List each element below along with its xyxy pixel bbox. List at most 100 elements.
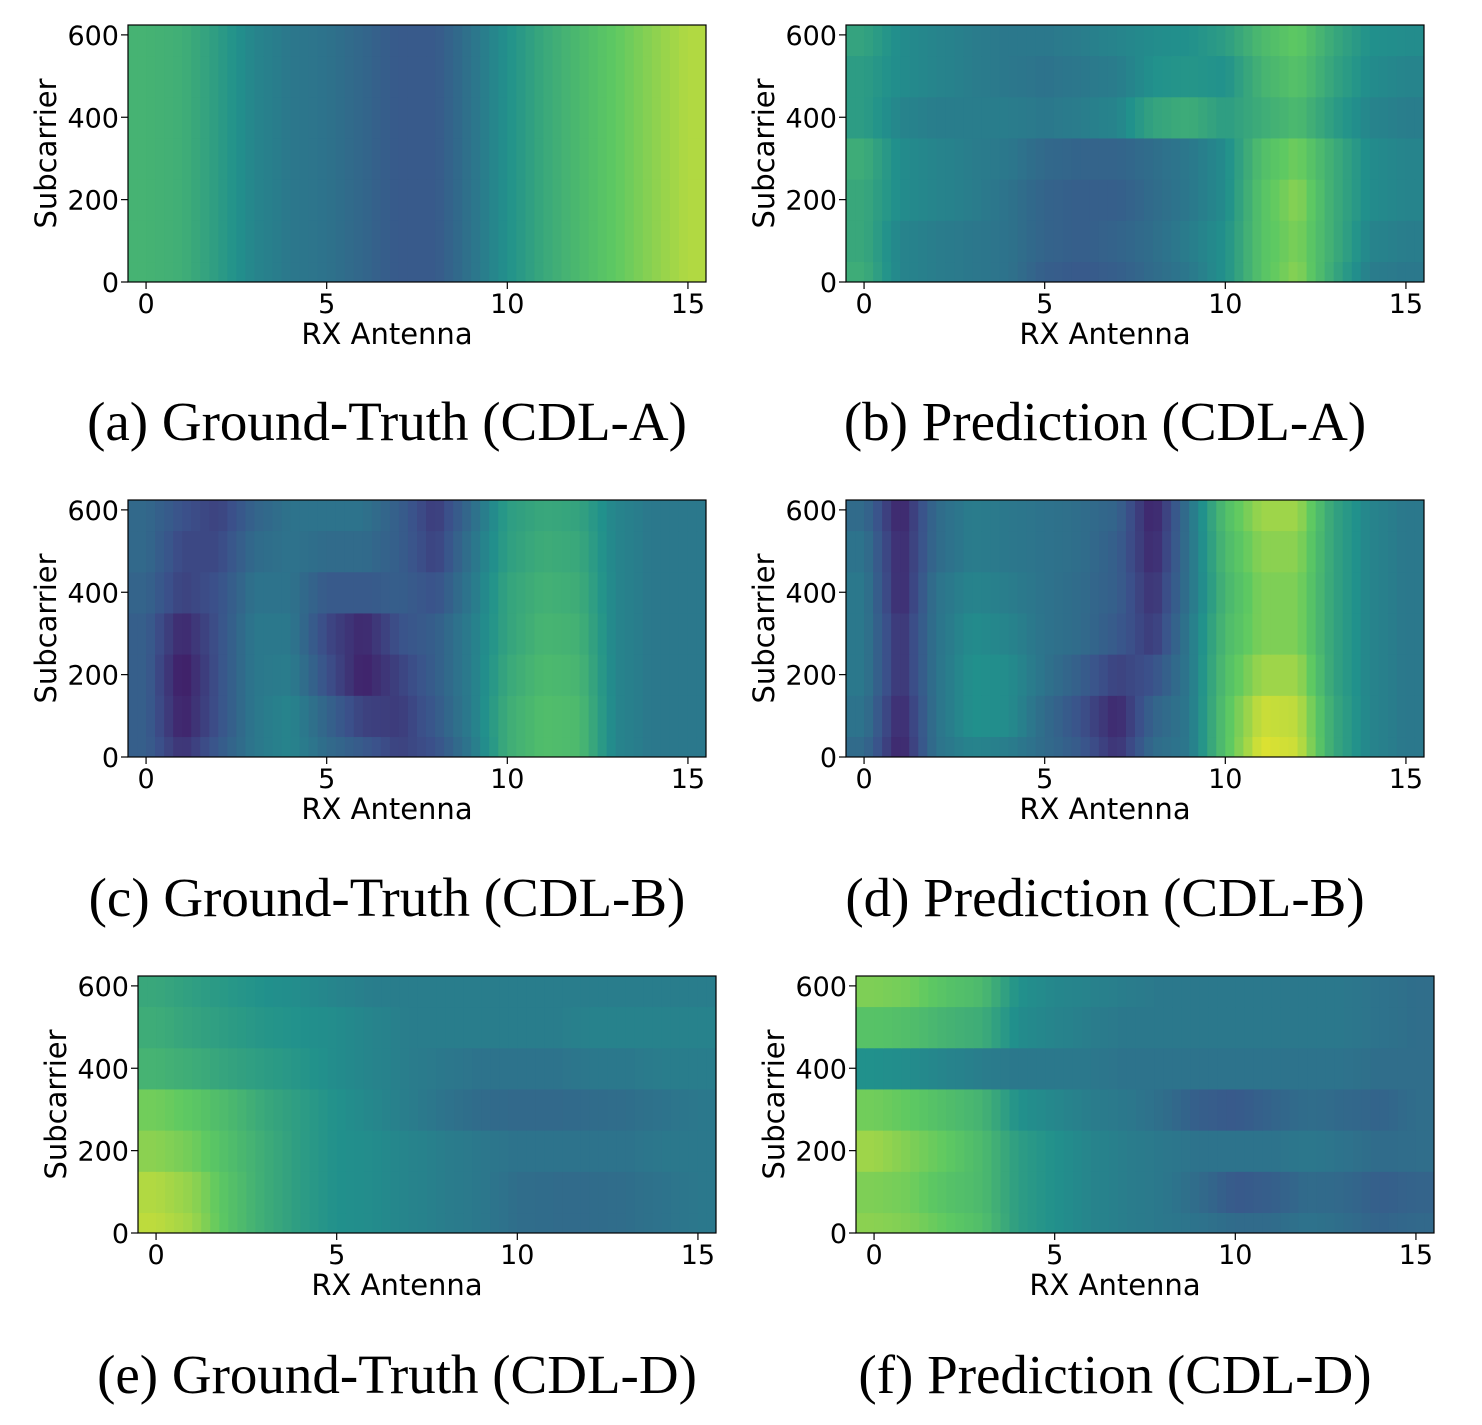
heatmap-cell <box>1199 1047 1209 1090</box>
heatmap-cell <box>1405 530 1416 573</box>
heatmap-cell <box>1180 137 1190 180</box>
heatmap-cell <box>299 55 310 98</box>
heatmap-cell <box>1271 1171 1282 1214</box>
heatmap-cell <box>236 261 247 282</box>
heatmap-cell <box>245 137 256 180</box>
heatmap-cell <box>642 96 653 139</box>
heatmap-cell <box>1126 1047 1137 1090</box>
heatmap-cell <box>426 96 436 139</box>
heatmap-cell <box>1099 1088 1110 1131</box>
heatmap-cell <box>1306 25 1317 57</box>
heatmap-cell <box>919 1047 929 1090</box>
heatmap-cell <box>191 179 201 221</box>
heatmap-cell <box>909 25 919 57</box>
heatmap-cell <box>427 1006 437 1049</box>
heatmap-cell <box>1369 137 1380 180</box>
heatmap-cell <box>1324 736 1335 757</box>
heatmap-cell <box>1243 179 1254 221</box>
heatmap-cell <box>1325 1130 1336 1172</box>
heatmap-cell <box>570 695 581 738</box>
heatmap-cell <box>445 1130 455 1172</box>
heatmap-cell <box>498 261 508 282</box>
heatmap-cell <box>660 179 671 221</box>
heatmap-cell <box>1243 530 1254 573</box>
heatmap-cell <box>696 55 706 98</box>
heatmap-cell <box>669 530 680 573</box>
heatmap-cell <box>254 612 265 655</box>
heatmap-cell <box>1325 1088 1336 1131</box>
heatmap-cell <box>991 1006 1002 1049</box>
heatmap-cell <box>398 695 409 738</box>
heatmap-cell <box>444 530 454 573</box>
heatmap-cell <box>864 500 874 532</box>
heatmap-cell <box>936 571 946 614</box>
heatmap-cell <box>1369 695 1380 738</box>
heatmap-cell <box>562 1006 573 1049</box>
heatmap-cell <box>687 612 698 655</box>
heatmap-cell <box>1009 976 1020 1008</box>
heatmap-cell <box>1107 261 1118 282</box>
heatmap-cell <box>227 137 237 180</box>
heatmap-cell <box>846 654 856 696</box>
heatmap-cell <box>281 96 292 139</box>
plot-frame <box>855 975 1435 1234</box>
heatmap-cell <box>855 571 865 614</box>
heatmap-cell <box>855 179 865 221</box>
heatmap-cell <box>873 25 883 57</box>
heatmap-cell <box>1315 137 1326 180</box>
heatmap-cell <box>137 137 147 180</box>
heatmap-cell <box>1144 571 1154 614</box>
heatmap-cell <box>380 571 391 614</box>
heatmap-cell <box>552 530 563 573</box>
heatmap-cell <box>615 55 626 98</box>
heatmap-cell <box>525 25 536 57</box>
heatmap-cell <box>946 1130 956 1172</box>
heatmap-cell <box>588 96 599 139</box>
heatmap-cell <box>273 1171 284 1214</box>
heatmap-cell <box>1027 1006 1038 1049</box>
heatmap-cell <box>1333 695 1344 738</box>
heatmap-cell <box>972 25 983 57</box>
heatmap-cell <box>138 1212 148 1233</box>
heatmap-cell <box>454 1212 464 1233</box>
heatmap-cell <box>326 55 337 98</box>
heatmap-cell <box>155 500 165 532</box>
heatmap-cell <box>399 976 410 1008</box>
heatmap-cell <box>909 55 919 98</box>
heatmap-cell <box>1216 571 1226 614</box>
heatmap-cell <box>354 1130 365 1172</box>
heatmap-cell <box>164 55 174 98</box>
heatmap-cell <box>669 261 680 282</box>
heatmap-cell <box>1171 500 1181 532</box>
heatmap-cell <box>407 220 418 263</box>
heatmap-cell <box>1234 96 1244 139</box>
heatmap-cell <box>1153 137 1163 180</box>
heatmap-cell <box>945 55 955 98</box>
heatmap-cell <box>380 500 391 532</box>
heatmap-cell <box>1180 695 1190 738</box>
heatmap-cell <box>435 612 445 655</box>
heatmap-cell <box>1181 1171 1191 1214</box>
heatmap-cell <box>499 1047 509 1090</box>
heatmap-cell <box>291 1212 302 1233</box>
heatmap-cell <box>300 1088 311 1131</box>
heatmap-cell <box>390 1088 401 1131</box>
heatmap-cell <box>1116 261 1127 282</box>
heatmap-cell <box>624 695 635 738</box>
heatmap-cell <box>1098 612 1109 655</box>
heatmap-cell <box>363 1047 374 1090</box>
heatmap-cell <box>308 695 319 738</box>
heatmap-cell <box>1017 500 1028 532</box>
heatmap-cell <box>201 1047 211 1090</box>
heatmap-cell <box>900 736 910 757</box>
heatmap-cell <box>1252 654 1263 696</box>
heatmap-cell <box>553 1212 564 1233</box>
heatmap-cell <box>579 571 590 614</box>
heatmap-cell <box>1360 500 1371 532</box>
heatmap-cell <box>1080 96 1091 139</box>
heatmap-cell <box>1342 25 1353 57</box>
heatmap-cell <box>1098 695 1109 738</box>
heatmap-cell <box>281 55 292 98</box>
heatmap-cell <box>936 137 946 180</box>
